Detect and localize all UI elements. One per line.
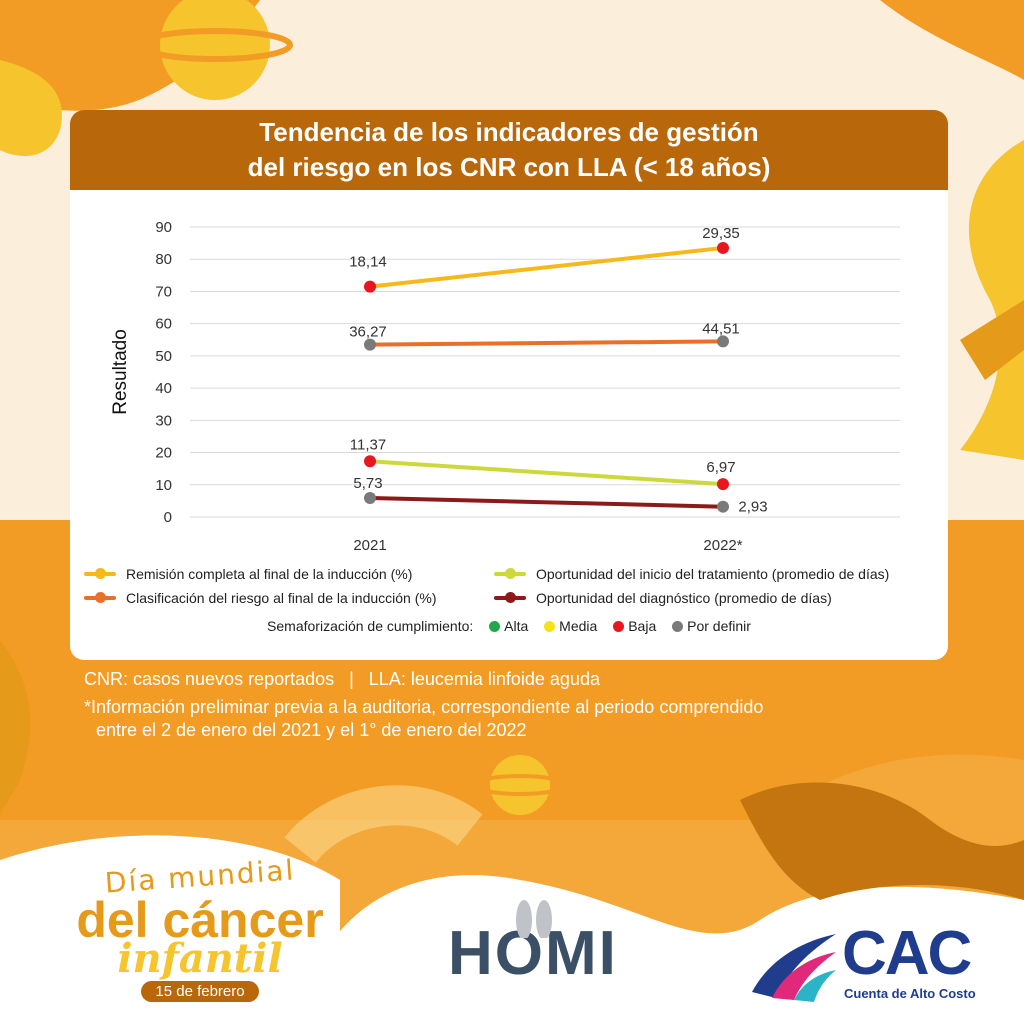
abbreviations-note: CNR: casos nuevos reportados | LLA: leuc…	[84, 669, 600, 689]
footnotes: CNR: casos nuevos reportados | LLA: leuc…	[84, 668, 964, 742]
legend-item-clasificacion: Clasificación del riesgo al final de la …	[84, 590, 494, 606]
data-point	[364, 280, 376, 293]
data-point	[717, 478, 729, 491]
data-label: 6,97	[706, 459, 735, 476]
data-label: 44,51	[702, 320, 740, 337]
data-point	[364, 455, 376, 468]
legend-swatch-clasificacion	[84, 592, 116, 603]
semaforo-alta: Alta	[504, 618, 529, 634]
dmci-text-2: del cáncer	[76, 892, 324, 948]
semaforo-dot-alta	[489, 621, 501, 632]
legend-label-oportunidad-inicio: Oportunidad del inicio del tratamiento (…	[536, 566, 890, 582]
legend-item-remision: Remisión completa al final de la inducci…	[84, 566, 494, 582]
y-tick-label: 50	[155, 348, 172, 365]
chart-legend: Remisión completa al final de la inducci…	[84, 562, 944, 610]
y-tick-label: 80	[155, 251, 172, 268]
y-tick-label: 20	[155, 445, 172, 462]
data-label: 5,73	[353, 475, 382, 492]
dia-mundial-logo: Día mundial del cáncer infantil 15 de fe…	[60, 840, 340, 1010]
y-tick-label: 60	[155, 316, 172, 333]
homi-logo: HOMI	[448, 900, 648, 998]
data-point	[717, 241, 729, 254]
legend-item-oportunidad-diagnostico: Oportunidad del diagnóstico (promedio de…	[494, 590, 832, 606]
chart-title-line2: del riesgo en los CNR con LLA (< 18 años…	[247, 152, 771, 182]
dmci-text-3: infantil	[117, 935, 283, 982]
homi-text: HOMI	[448, 919, 618, 988]
legend-label-clasificacion: Clasificación del riesgo al final de la …	[126, 590, 437, 606]
semaforo-dot-por-definir	[672, 621, 684, 632]
cac-text: CAC	[842, 919, 972, 988]
semaforo-por-definir: Por definir	[687, 618, 751, 634]
chart-header: Tendencia de los indicadores de gestión …	[70, 110, 948, 190]
series-line	[368, 245, 725, 289]
chart-card: Tendencia de los indicadores de gestión …	[70, 110, 948, 660]
y-tick-label: 10	[155, 477, 172, 494]
semaforo-label: Semaforización de cumplimiento:	[267, 618, 474, 634]
preliminary-note-cont: entre el 2 de enero del 2021 y el 1° de …	[96, 720, 527, 740]
semaforo-baja: Baja	[628, 618, 657, 634]
data-label: 36,27	[349, 324, 387, 341]
y-tick-label: 90	[155, 219, 172, 236]
chart-title-line1: Tendencia de los indicadores de gestión	[259, 117, 759, 147]
bunny-ears-icon	[516, 900, 552, 938]
series-line	[368, 495, 725, 509]
preliminary-note: *Información preliminar previa a la audi…	[84, 697, 764, 717]
y-tick-label: 0	[164, 509, 172, 526]
data-point	[364, 491, 376, 504]
data-point	[364, 338, 376, 351]
y-tick-label: 70	[155, 283, 172, 300]
y-tick-label: 40	[155, 380, 172, 397]
legend-item-oportunidad-inicio: Oportunidad del inicio del tratamiento (…	[494, 566, 889, 582]
semaforo-legend: Semaforización de cumplimiento: Alta Med…	[70, 618, 948, 634]
y-tick-label: 30	[155, 412, 172, 429]
dmci-date: 15 de febrero	[141, 981, 259, 1002]
semaforo-media: Media	[559, 618, 598, 634]
cac-subtitle: Cuenta de Alto Costo	[844, 986, 976, 1001]
data-point	[717, 500, 729, 513]
cac-logo: CAC Cuenta de Alto Costo	[748, 912, 988, 1012]
semaforo-dot-media	[544, 621, 556, 632]
series-line	[368, 459, 725, 487]
data-label: 29,35	[702, 225, 740, 242]
legend-swatch-remision	[84, 568, 116, 579]
data-point	[717, 335, 729, 348]
legend-label-oportunidad-diagnostico: Oportunidad del diagnóstico (promedio de…	[536, 590, 832, 606]
legend-swatch-oportunidad-diagnostico	[494, 592, 526, 603]
data-label: 11,37	[350, 436, 386, 453]
line-chart: 0 10 20 30 40 50 60 70 80 90 2021 2022* Resultado 18,…	[110, 219, 900, 554]
cac-swoosh-icon	[752, 934, 836, 1002]
y-axis-label: Resultado	[110, 329, 131, 415]
data-label: 2,93	[738, 499, 767, 516]
data-label: 18,14	[349, 254, 387, 271]
x-tick-label: 2022*	[703, 537, 742, 554]
semaforo-dot-baja	[613, 621, 625, 632]
x-tick-label: 2021	[353, 537, 386, 554]
legend-label-remision: Remisión completa al final de la inducci…	[126, 566, 413, 582]
legend-swatch-oportunidad-inicio	[494, 568, 526, 579]
series-line	[368, 339, 725, 347]
